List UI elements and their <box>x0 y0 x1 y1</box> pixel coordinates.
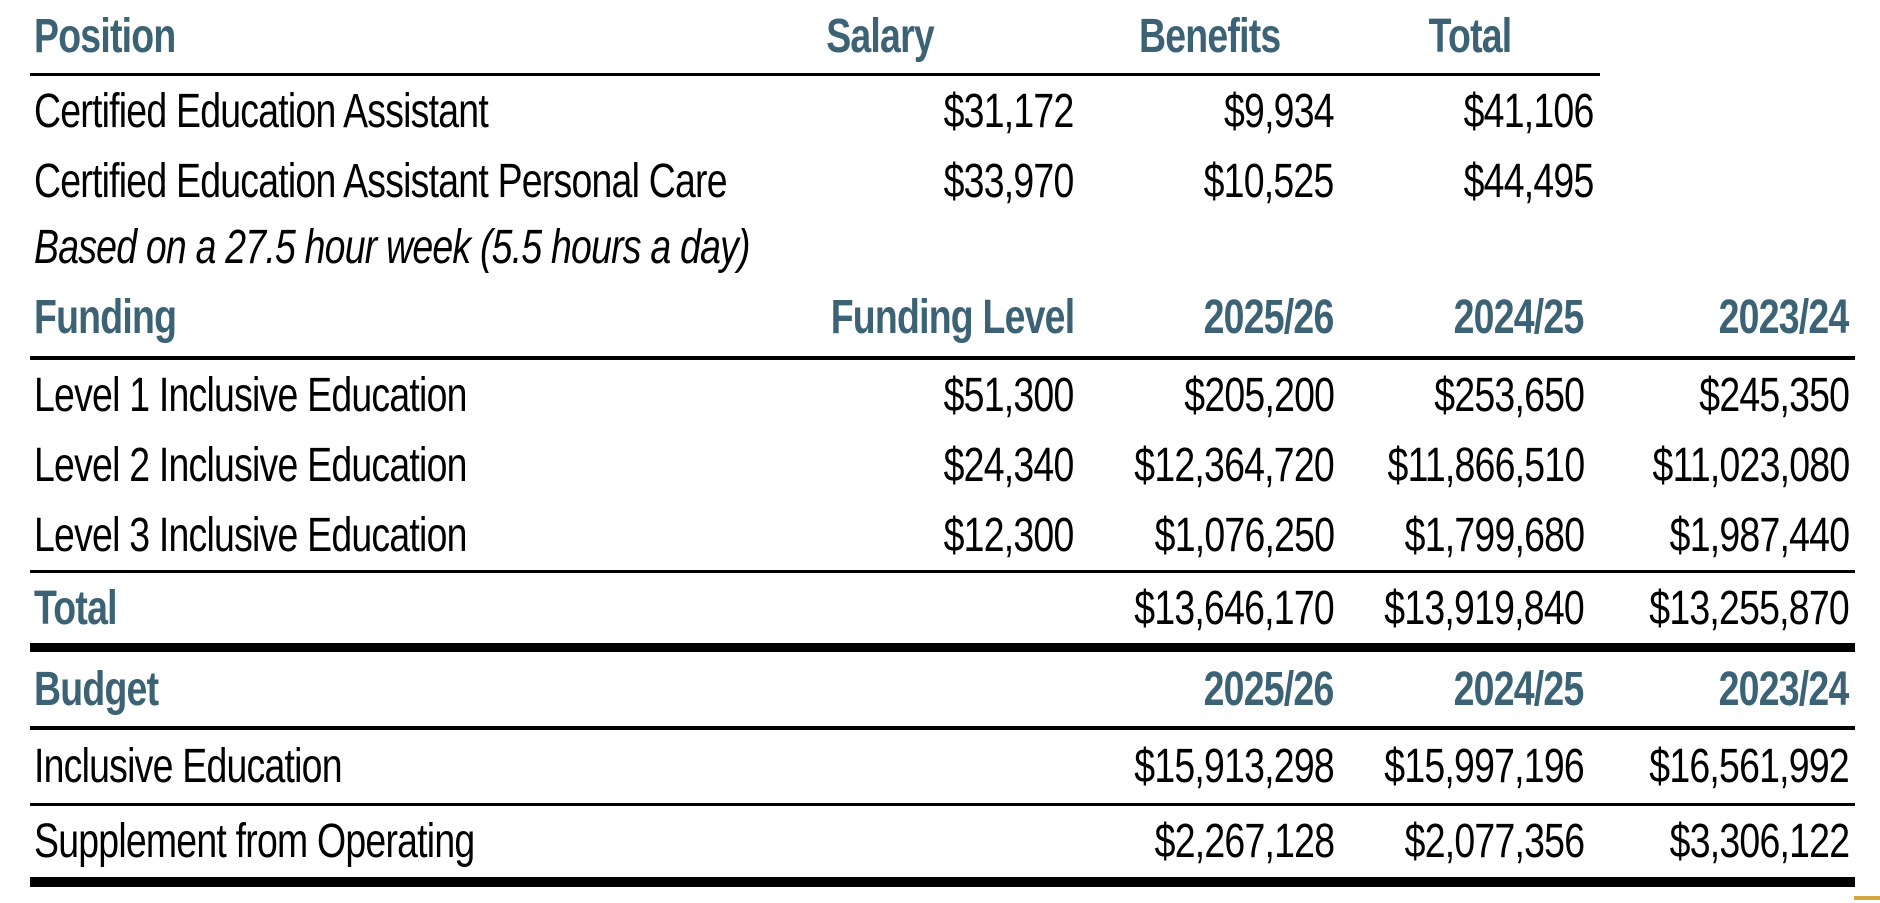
year-2025-26-column-header: 2025/26 <box>1204 290 1335 344</box>
year-2024-25-value: $2,077,356 <box>1404 815 1584 868</box>
funding-label: Level 3 Inclusive Education <box>34 508 467 562</box>
position-column-header: Position <box>34 10 176 63</box>
year-2025-26-value: $2,267,128 <box>1154 815 1334 868</box>
hours-note: Based on a 27.5 hour week (5.5 hours a d… <box>34 220 751 274</box>
funding-total-label: Total <box>34 581 118 635</box>
salary-column-header: Salary <box>826 10 935 63</box>
budget-label: Supplement from Operating <box>34 815 475 868</box>
year-2025-26-column-header: 2025/26 <box>1204 662 1335 716</box>
year-2025-26-value: $205,200 <box>1184 368 1335 422</box>
gold-accent-bar <box>1854 896 1880 900</box>
funding-label: Level 1 Inclusive Education <box>34 368 467 422</box>
year-2024-25-value: $11,866,510 <box>1387 438 1585 492</box>
year-2024-25-value: $1,799,680 <box>1404 508 1584 562</box>
year-2023-24-value: $245,350 <box>1699 368 1850 422</box>
funding-rows: Level 1 Inclusive Education $51,300 $205… <box>30 360 1855 573</box>
year-2023-24-value: $11,023,080 <box>1652 438 1850 492</box>
total-column-header: Total <box>1428 10 1513 63</box>
funding-table: Funding Funding Level 2025/26 2024/25 20… <box>30 278 1855 652</box>
funding-total-row: Total $13,646,170 $13,919,840 $13,255,87… <box>30 573 1855 652</box>
benefits-value: $9,934 <box>1224 84 1335 138</box>
total-value: $44,495 <box>1464 154 1595 208</box>
table-row: Certified Education Assistant Personal C… <box>30 146 1855 216</box>
year-2025-26-value: $12,364,720 <box>1134 438 1334 492</box>
budget-table: Budget 2025/26 2024/25 2023/24 Inclusive… <box>30 652 1855 887</box>
year-2024-25-value: $253,650 <box>1434 368 1585 422</box>
funding-level-value: $51,300 <box>944 368 1075 422</box>
table-row: Inclusive Education $15,913,298 $15,997,… <box>30 730 1855 806</box>
funding-header-row: Funding Funding Level 2025/26 2024/25 20… <box>30 278 1855 360</box>
benefits-column-header: Benefits <box>1139 10 1281 63</box>
salary-value: $31,172 <box>944 84 1075 138</box>
year-2024-25-column-header: 2024/25 <box>1454 662 1585 716</box>
table-row: Level 3 Inclusive Education $12,300 $1,0… <box>30 500 1855 570</box>
year-2024-25-total: $13,919,840 <box>1384 581 1584 635</box>
total-value: $41,106 <box>1464 84 1595 138</box>
table-row: Certified Education Assistant $31,172 $9… <box>30 76 1855 146</box>
year-2023-24-column-header: 2023/24 <box>1719 662 1850 716</box>
funding-label: Level 2 Inclusive Education <box>34 438 467 492</box>
year-2024-25-column-header: 2024/25 <box>1454 290 1585 344</box>
budget-document: Position Salary Benefits Total Certified… <box>30 0 1855 887</box>
funding-column-header: Funding <box>34 290 177 344</box>
funding-level-column-header: Funding Level <box>830 290 1074 344</box>
note-row: Based on a 27.5 hour week (5.5 hours a d… <box>30 216 1855 278</box>
table-row: Supplement from Operating $2,267,128 $2,… <box>30 806 1855 887</box>
position-header-row: Position Salary Benefits Total <box>30 0 1600 76</box>
year-2023-24-value: $16,561,992 <box>1649 740 1849 793</box>
table-row: Level 2 Inclusive Education $24,340 $12,… <box>30 430 1855 500</box>
funding-level-value: $12,300 <box>944 508 1075 562</box>
year-2023-24-column-header: 2023/24 <box>1719 290 1850 344</box>
table-row: Level 1 Inclusive Education $51,300 $205… <box>30 360 1855 430</box>
year-2025-26-total: $13,646,170 <box>1134 581 1334 635</box>
year-2023-24-value: $1,987,440 <box>1669 508 1849 562</box>
year-2025-26-value: $15,913,298 <box>1134 740 1334 793</box>
year-2023-24-value: $3,306,122 <box>1669 815 1849 868</box>
position-table: Position Salary Benefits Total Certified… <box>30 0 1855 278</box>
budget-column-header: Budget <box>34 662 159 716</box>
salary-value: $33,970 <box>944 154 1075 208</box>
benefits-value: $10,525 <box>1204 154 1335 208</box>
position-label: Certified Education Assistant <box>34 84 489 138</box>
budget-header-row: Budget 2025/26 2024/25 2023/24 <box>30 652 1855 730</box>
funding-level-value: $24,340 <box>944 438 1075 492</box>
year-2023-24-total: $13,255,870 <box>1649 581 1849 635</box>
year-2025-26-value: $1,076,250 <box>1154 508 1334 562</box>
year-2024-25-value: $15,997,196 <box>1384 740 1584 793</box>
budget-label: Inclusive Education <box>34 740 343 793</box>
position-label: Certified Education Assistant Personal C… <box>34 154 728 208</box>
